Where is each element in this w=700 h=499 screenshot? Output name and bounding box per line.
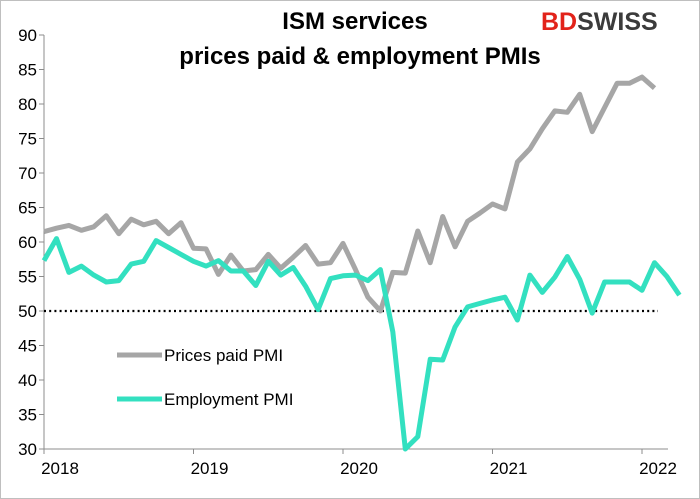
y-tick-label: 75: [18, 130, 37, 149]
y-tick-label: 30: [18, 440, 37, 459]
brand-logo: BDSWISS: [541, 8, 658, 36]
brand-prefix: BD: [541, 8, 577, 36]
legend-label: Employment PMI: [164, 390, 293, 409]
y-tick-label: 70: [18, 164, 37, 183]
y-tick-label: 40: [18, 371, 37, 390]
x-tick-label: 2021: [490, 459, 528, 478]
y-tick-label: 50: [18, 302, 37, 321]
y-tick-label: 80: [18, 95, 37, 114]
chart-title: ISM services prices paid & employment PM…: [179, 8, 540, 70]
legend: Prices paid PMI Employment PMI: [117, 346, 293, 409]
x-tick-label: 2020: [340, 459, 378, 478]
legend-label: Prices paid PMI: [164, 346, 283, 365]
x-tick-label: 2019: [191, 459, 229, 478]
x-axis: 2018 2019 2020 2021 2022: [41, 448, 677, 478]
y-tick-label: 35: [18, 406, 37, 425]
y-tick-label: 65: [18, 199, 37, 218]
y-tick-label: 55: [18, 268, 37, 287]
brand-suffix: SWISS: [577, 8, 658, 36]
y-tick-label: 90: [18, 26, 37, 45]
y-axis: 30 35 40 45 50 55 60 65 70 75 80 85 90: [18, 26, 45, 459]
chart-title-line-1: ISM services: [282, 8, 427, 35]
series-layer: [41, 74, 682, 452]
svg-text:BDSWISS: BDSWISS: [541, 8, 658, 36]
y-tick-label: 60: [18, 233, 37, 252]
y-tick-label: 45: [18, 337, 37, 356]
x-tick-label: 2018: [41, 459, 79, 478]
series-line-employment: [41, 236, 682, 452]
y-tick-label: 85: [18, 61, 37, 80]
series-line-prices-paid: [43, 74, 657, 314]
x-tick-label: 2022: [639, 459, 677, 478]
chart-title-line-2: prices paid & employment PMIs: [179, 43, 540, 70]
